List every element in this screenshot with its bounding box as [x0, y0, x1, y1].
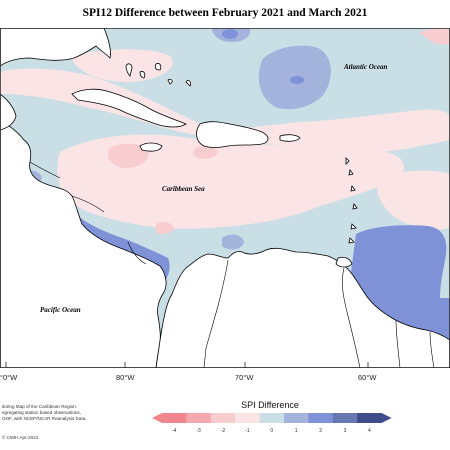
legend-swatch: [162, 413, 187, 423]
land-south-america: [155, 247, 450, 368]
legend-tick-label: -1: [245, 428, 250, 434]
legend-title: SPI Difference: [241, 400, 299, 410]
map-title: SPI12 Difference between February 2021 a…: [82, 7, 368, 19]
negative-anomaly-areas: [0, 28, 450, 235]
label-atlantic-ocean: Atlantic Ocean: [344, 63, 388, 71]
border-guyana-suriname: [395, 319, 401, 368]
legend-tick-label: 1: [295, 428, 298, 434]
legend-swatch: [235, 413, 261, 423]
blue-spot-venezuela: [222, 234, 244, 250]
land-yucatan: [0, 93, 17, 131]
land-puerto-rico: [279, 134, 301, 142]
spi-difference-map: [0, 28, 450, 368]
blue-core-top: [222, 29, 238, 39]
lon-tick-marks: [5, 362, 369, 368]
label-caribbean-sea: Caribbean Sea: [162, 185, 205, 193]
legend-tick-label: -3: [196, 428, 201, 434]
land-central-america: [0, 119, 167, 368]
blue-core-north-atlantic: [290, 76, 304, 84]
land-florida: [0, 28, 111, 67]
land-lesser-antilles: [345, 157, 358, 244]
source-note-line: itoring Map of the Caribbean Region.: [2, 404, 78, 409]
legend-swatch: [186, 413, 212, 423]
pink-area-east: [377, 170, 450, 230]
border-venezuela-guyana: [342, 267, 361, 368]
land-masses: [0, 28, 450, 368]
lon-tick-70w: 70°W: [235, 373, 254, 382]
country-borders: [29, 161, 435, 368]
land-jamaica: [139, 142, 163, 152]
source-note-line: OOF, with NCEP/NCAR Reanalysis Data.: [2, 416, 87, 421]
source-note: itoring Map of the Caribbean Region. egr…: [2, 404, 122, 422]
pink-spot-hispaniola: [193, 145, 218, 159]
lon-tick-90w: °0°W: [0, 373, 18, 382]
border-central-america: [29, 161, 147, 265]
border-suriname-guiana: [429, 331, 435, 368]
color-legend: -4 -3 -2 -1 0 1 2 3 4: [152, 413, 392, 434]
copyright-text: © CIMH Apr-2021: [2, 435, 39, 440]
legend-swatch: [357, 413, 383, 423]
legend-swatch: [210, 413, 236, 423]
pink-area-north: [0, 68, 450, 153]
legend-tick-label: 4: [368, 428, 371, 434]
legend-tick-label: 3: [344, 428, 347, 434]
legend-tick-label: -2: [221, 428, 226, 434]
legend-arrow-high: [381, 413, 392, 423]
legend-swatch: [308, 413, 334, 423]
pink-spot-south: [156, 221, 174, 235]
lon-tick-80w: 80°W: [116, 373, 135, 382]
land-cuba: [71, 88, 187, 128]
legend-swatch: [259, 413, 285, 423]
pink-spot-central: [107, 143, 149, 168]
pink-area-nw: [70, 49, 173, 82]
lon-tick-60w: 60°W: [358, 373, 377, 382]
legend-tick-label: 0: [270, 428, 273, 434]
border-colombia-venezuela: [203, 259, 229, 368]
legend-swatch: [284, 413, 309, 423]
source-note-line: egregating station based observations,: [2, 410, 81, 415]
pink-area-ne-corner: [420, 28, 450, 45]
legend-tick-label: -4: [172, 428, 177, 434]
label-pacific-ocean: Pacific Ocean: [40, 306, 81, 314]
legend-swatch: [332, 413, 358, 423]
legend-arrow-low: [152, 413, 162, 423]
legend-tick-label: 2: [319, 428, 322, 434]
land-trinidad: [335, 256, 353, 268]
land-bahamas: [125, 63, 191, 87]
land-hispaniola: [196, 121, 269, 148]
